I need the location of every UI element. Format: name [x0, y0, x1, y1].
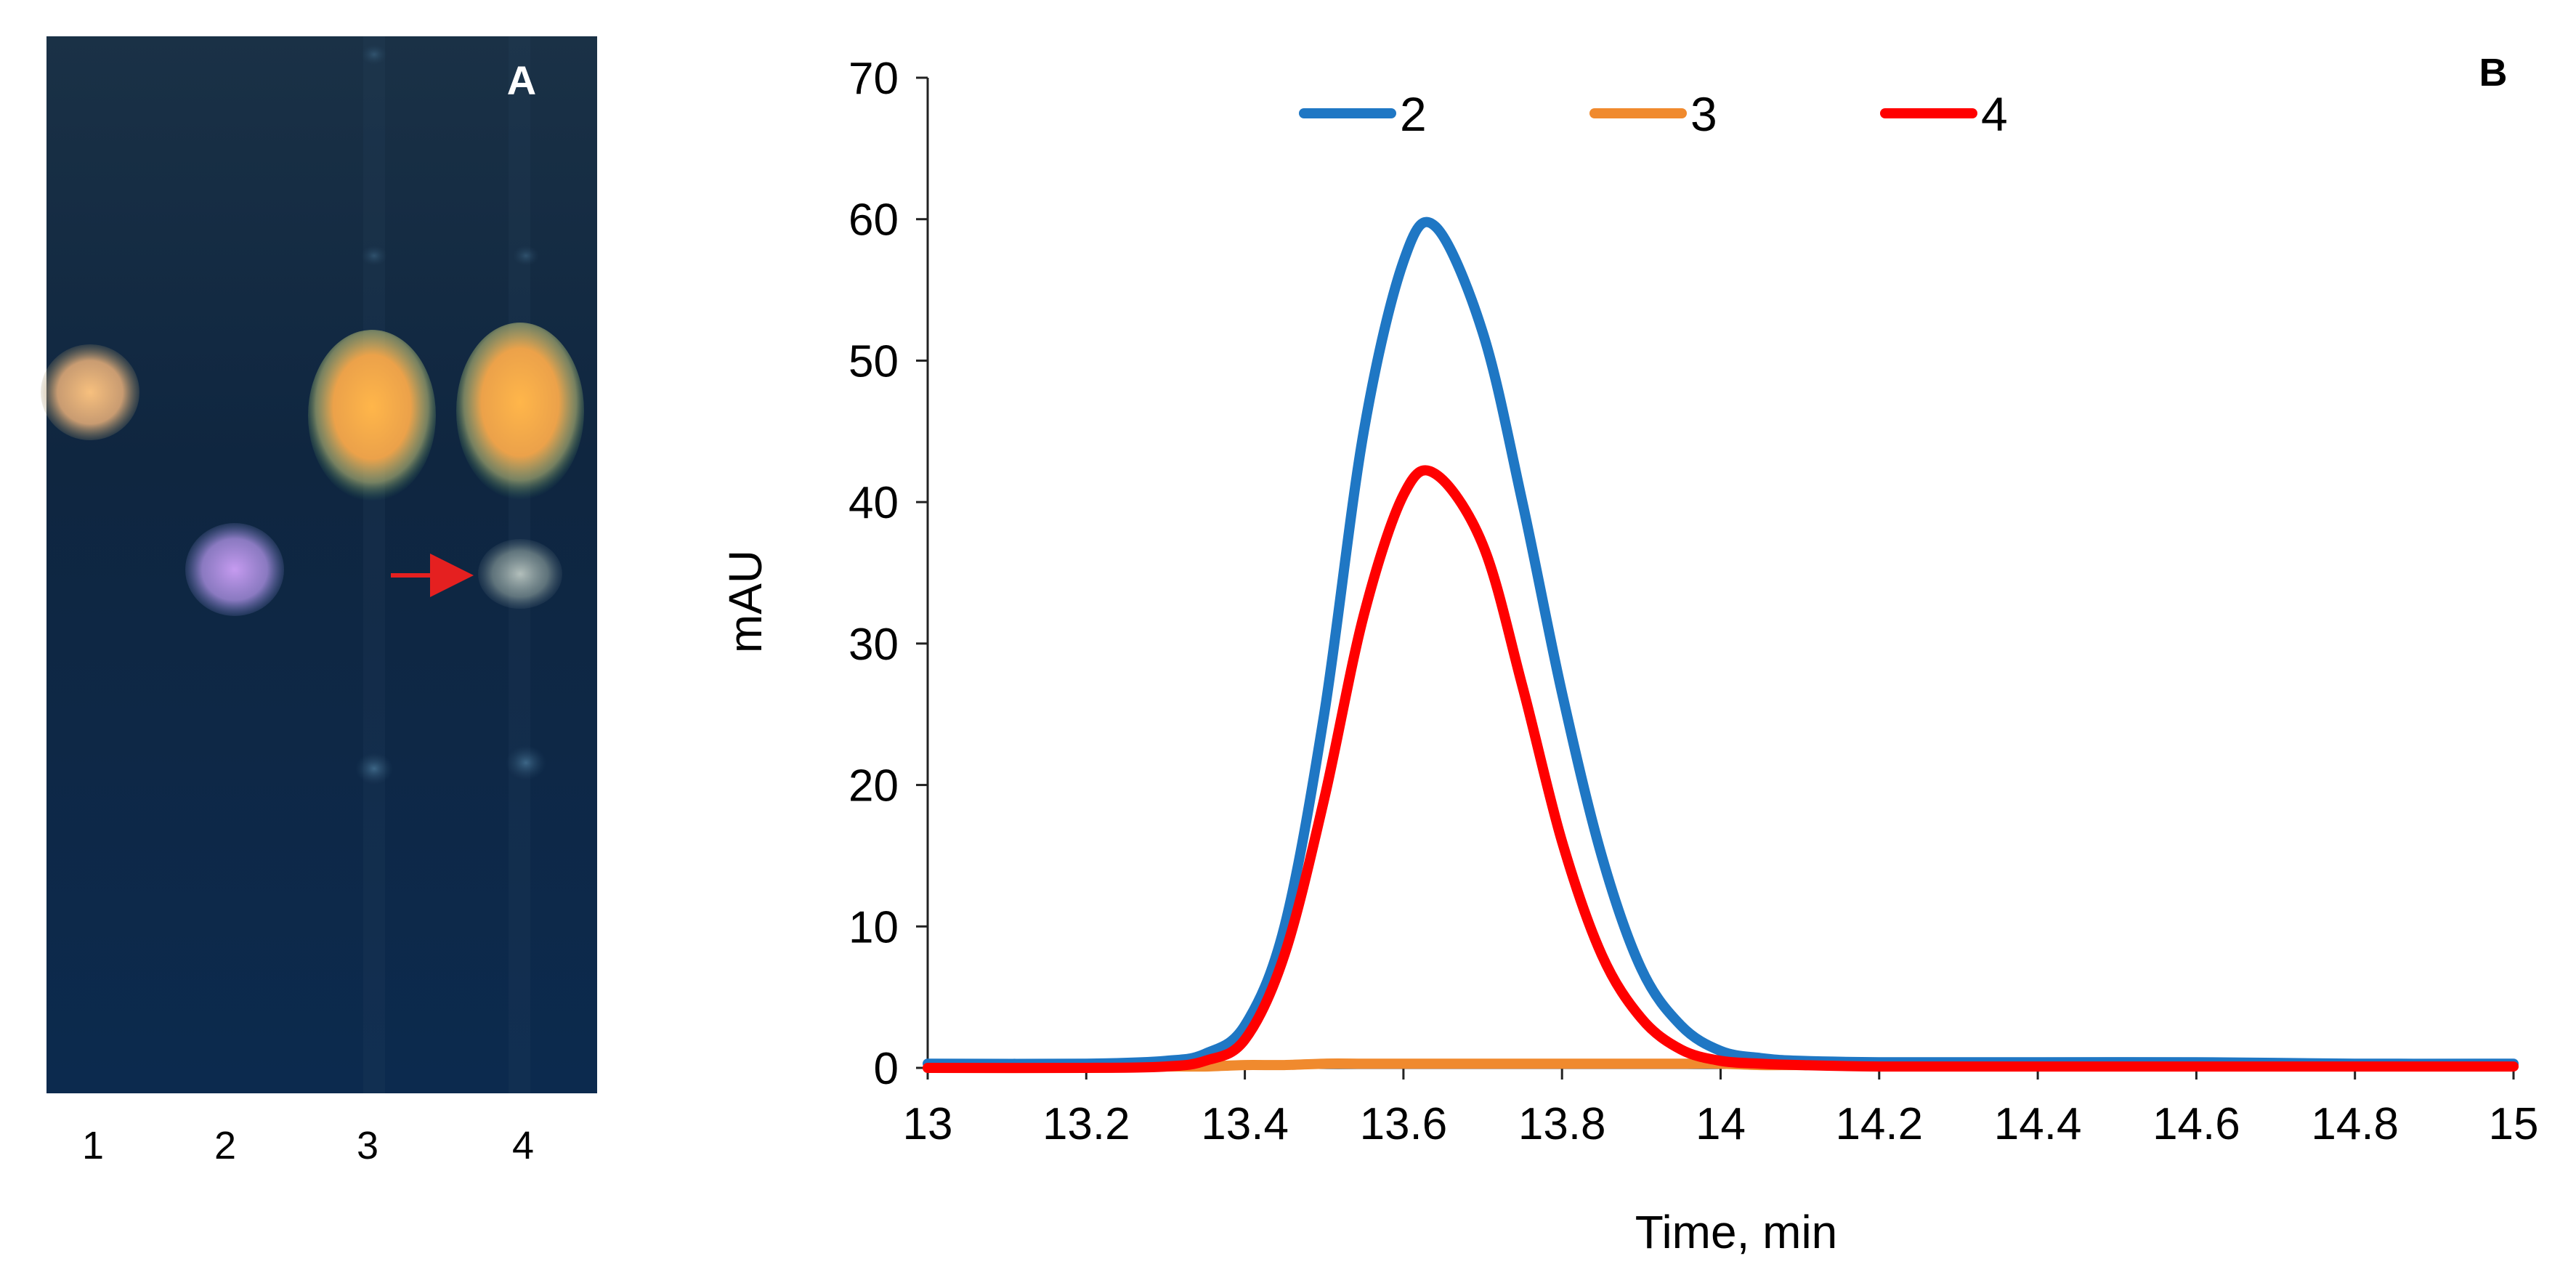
legend-label-2: 2 — [1400, 87, 1427, 141]
faint-spot — [361, 44, 387, 65]
series-line-4 — [923, 465, 2519, 1074]
y-tick-label: 0 — [874, 1044, 899, 1094]
x-tick-label: 14.6 — [2152, 1099, 2240, 1149]
faint-spot — [506, 745, 546, 780]
x-tick-label: 13 — [903, 1099, 953, 1149]
lane-label-4: 4 — [512, 1124, 534, 1167]
x-tick-label: 13.2 — [1042, 1099, 1130, 1149]
x-tick-label: 13.6 — [1360, 1099, 1448, 1149]
x-tick-label: 15 — [2489, 1099, 2539, 1149]
panel-label-b: B — [2479, 51, 2508, 94]
lane-label-1: 1 — [82, 1124, 104, 1167]
tlc-spot-lane-4-lower — [478, 539, 562, 609]
panel-label-a: A — [507, 57, 536, 103]
y-tick-label: 70 — [848, 54, 899, 104]
legend-label-4: 4 — [1981, 87, 2008, 141]
lane-streak-3 — [363, 36, 385, 1093]
legend-label-3: 3 — [1690, 87, 1717, 141]
series-line-2 — [923, 216, 2519, 1069]
y-tick-label: 10 — [848, 902, 899, 952]
x-tick-label: 13.8 — [1518, 1099, 1606, 1149]
tlc-spot-lane-4-upper — [456, 323, 584, 500]
y-tick-labels: 0 10 20 30 40 50 60 70 — [848, 54, 899, 1094]
y-axis-label: mAU — [719, 550, 771, 653]
tlc-spot-lane-3 — [308, 330, 436, 501]
lane-label-2: 2 — [214, 1124, 236, 1167]
x-tick-labels: 13 13.2 13.4 13.6 13.8 14 14.2 14.4 14.6 14.8 15 — [903, 1099, 2539, 1149]
chart-series — [923, 216, 2519, 1074]
panel-b-chart: B 13 13.2 13.4 13.6 13.8 14 14.2 14.4 14.6 14.8 15… — [719, 51, 2538, 1258]
x-tick-label: 14.8 — [2311, 1099, 2399, 1149]
x-axis-label: Time, min — [1635, 1206, 1838, 1258]
y-tick-label: 50 — [848, 336, 899, 386]
chart-axes — [916, 76, 2515, 1080]
y-tick-label: 40 — [848, 478, 899, 528]
x-tick-label: 14.4 — [1994, 1099, 2082, 1149]
faint-spot — [361, 246, 387, 266]
x-tick-label: 14.2 — [1835, 1099, 1923, 1149]
tlc-spot-lane-2 — [185, 523, 284, 616]
x-tick-label: 14 — [1696, 1099, 1746, 1149]
chart-legend: 2 3 4 — [1299, 87, 2008, 141]
panel-a: A 1 2 3 4 — [41, 36, 597, 1167]
faint-spot — [513, 246, 539, 266]
y-tick-label: 20 — [848, 761, 899, 811]
y-tick-label: 60 — [848, 195, 899, 246]
y-tick-label: 30 — [848, 620, 899, 670]
tlc-spot-lane-1 — [41, 344, 139, 440]
x-tick-label: 13.4 — [1201, 1099, 1289, 1149]
lane-label-3: 3 — [357, 1124, 378, 1167]
faint-spot — [355, 753, 393, 785]
